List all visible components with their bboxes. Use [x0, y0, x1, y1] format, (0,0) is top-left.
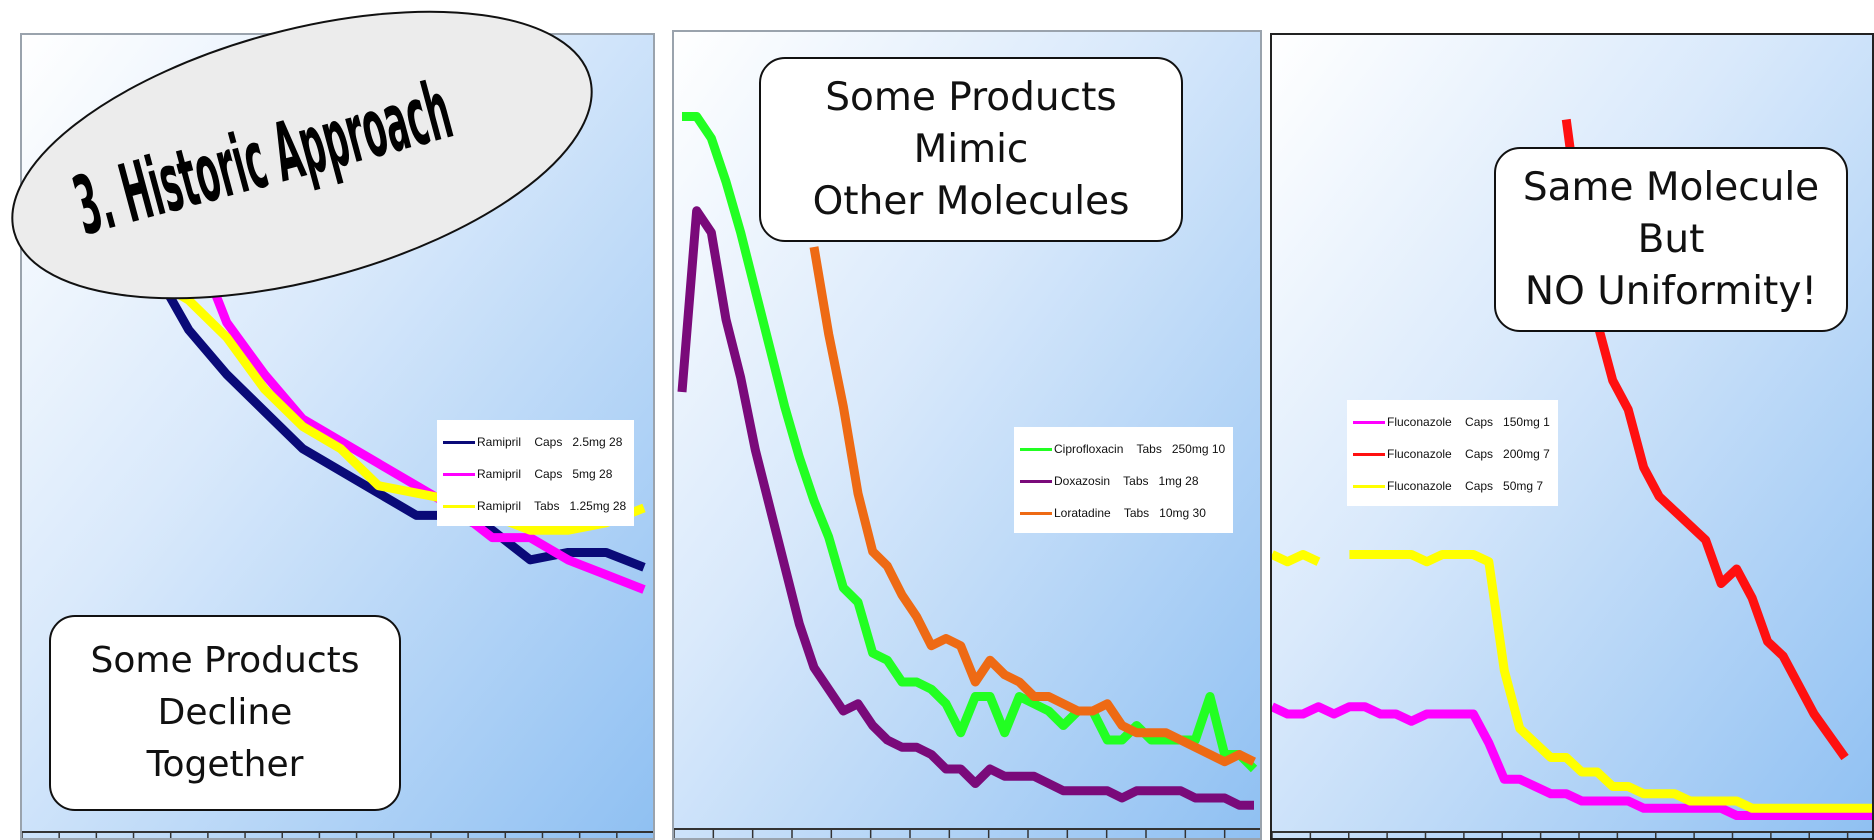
series-line: [1272, 702, 1872, 820]
legend-swatch: [1353, 484, 1385, 488]
series-line: [682, 112, 1258, 773]
legend-label: Ciprofloxacin Tabs 250mg 10: [1054, 442, 1226, 456]
legend-label: Ramipril Caps 2.5mg 28: [477, 435, 623, 449]
legend-ramipril: Ramipril Caps 2.5mg 28 Ramipril Caps 5mg…: [437, 420, 635, 526]
callout-line: Together: [146, 744, 304, 785]
legend-fluconazole: Fluconazole Caps 150mg 1 Fluconazole Cap…: [1347, 400, 1558, 506]
series-line: [677, 206, 1254, 810]
series-line: [1561, 118, 1849, 761]
legend-label: Fluconazole Caps 200mg 7: [1387, 447, 1550, 461]
legend-item: Doxazosin Tabs 1mg 28: [1020, 465, 1225, 497]
oval-shape: [11, 10, 593, 300]
legend-mimic: Ciprofloxacin Tabs 250mg 10 Doxazosin Ta…: [1014, 427, 1234, 533]
callout-line: Decline: [157, 692, 293, 733]
callout-decline-together: Some Products Decline Together: [49, 615, 401, 811]
legend-swatch: [1020, 479, 1052, 483]
legend-item: Fluconazole Caps 200mg 7: [1353, 438, 1550, 470]
legend-label: Fluconazole Caps 50mg 7: [1387, 479, 1544, 493]
legend-item: Ramipril Tabs 1.25mg 28: [443, 490, 626, 522]
callout-line: Same Molecule: [1522, 164, 1820, 210]
callout-line: NO Uniformity!: [1524, 268, 1818, 314]
series-line: [1272, 550, 1321, 567]
callout-line: Some Products: [825, 74, 1117, 120]
legend-swatch: [443, 504, 475, 508]
legend-swatch: [1353, 452, 1385, 456]
legend-item: Fluconazole Caps 150mg 1: [1353, 406, 1550, 438]
historic-approach-oval: 3. Historic Approach: [11, 10, 593, 300]
legend-label: Ramipril Caps 5mg 28: [477, 467, 613, 481]
legend-item: Ciprofloxacin Tabs 250mg 10: [1020, 433, 1225, 465]
legend-item: Ramipril Caps 5mg 28: [443, 458, 626, 490]
legend-item: Loratadine Tabs 10mg 30: [1020, 497, 1225, 529]
legend-label: Loratadine Tabs 10mg 30: [1054, 506, 1206, 520]
legend-label: Doxazosin Tabs 1mg 28: [1054, 474, 1199, 488]
series-line: [1349, 550, 1872, 813]
legend-swatch: [1020, 447, 1052, 451]
callout-line: But: [1637, 216, 1705, 262]
chart-plot-fluconazole: [1272, 118, 1872, 838]
chart-plot-mimic: [674, 112, 1260, 838]
legend-item: Fluconazole Caps 50mg 7: [1353, 470, 1550, 502]
callout-mimic: Some Products Mimic Other Molecules: [759, 57, 1183, 242]
callout-line: Other Molecules: [812, 178, 1130, 224]
legend-swatch: [1353, 420, 1385, 424]
series-line: [809, 246, 1256, 767]
callout-no-uniformity: Same Molecule But NO Uniformity!: [1494, 147, 1848, 332]
callout-line: Some Products: [90, 640, 360, 681]
legend-item: Ramipril Caps 2.5mg 28: [443, 426, 626, 458]
chart-panel-fluconazole: Fluconazole Caps 150mg 1 Fluconazole Cap…: [1270, 33, 1874, 840]
legend-swatch: [1020, 511, 1052, 515]
legend-swatch: [443, 472, 475, 476]
callout-line: Mimic: [913, 126, 1029, 172]
legend-label: Fluconazole Caps 150mg 1: [1387, 415, 1550, 429]
chart-panel-mimic: Ciprofloxacin Tabs 250mg 10 Doxazosin Ta…: [672, 30, 1262, 840]
legend-label: Ramipril Tabs 1.25mg 28: [477, 499, 627, 513]
series-line: [146, 113, 646, 594]
legend-swatch: [443, 440, 475, 444]
